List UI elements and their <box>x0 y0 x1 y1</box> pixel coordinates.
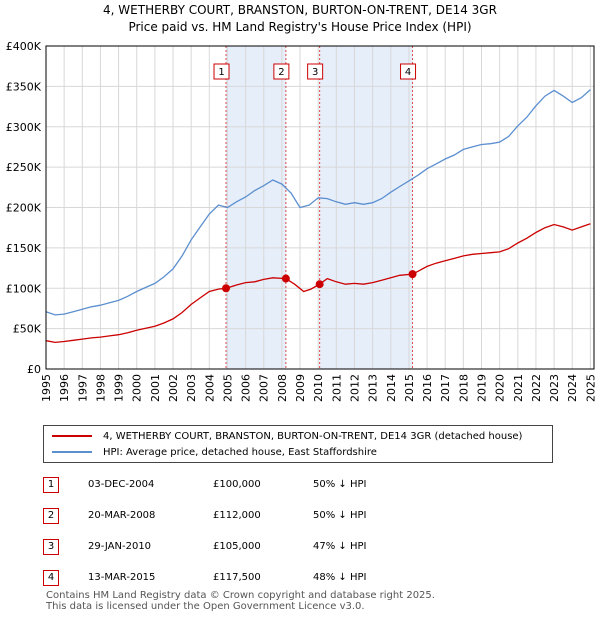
x-tick-label: 2011 <box>330 374 343 402</box>
y-tick-label: £300K <box>6 121 42 134</box>
legend: 4, WETHERBY COURT, BRANSTON, BURTON-ON-T… <box>43 425 553 463</box>
x-tick-label: 2018 <box>457 374 470 402</box>
sale-number-box <box>213 63 230 80</box>
x-tick-label: 1997 <box>76 374 89 402</box>
x-tick-label: 2005 <box>221 374 234 402</box>
sale-hpi-diff: 50% ↓ HPI <box>313 479 367 490</box>
sale-hpi-diff: 48% ↓ HPI <box>313 572 367 583</box>
y-tick-label: £50K <box>13 323 42 336</box>
sale-number-badge: 3 <box>43 538 59 555</box>
sale-vertical-lines <box>225 46 414 369</box>
x-tick-label: 2009 <box>294 374 307 402</box>
sale-point <box>281 274 290 283</box>
x-tick-label: 2010 <box>312 374 325 402</box>
x-tick-label: 2020 <box>494 374 507 402</box>
sale-date: 13-MAR-2015 <box>88 572 156 583</box>
x-tick-label: 2022 <box>530 374 543 402</box>
sale-date: 29-JAN-2010 <box>88 541 152 552</box>
plot-frame <box>45 45 595 370</box>
sale-number-label: 2 <box>278 67 284 78</box>
y-tick-label: £150K <box>6 242 42 255</box>
table-row: 3 29-JAN-2010 £105,000 47% ↓ HPI <box>43 531 366 562</box>
x-tick-label: 2000 <box>131 374 144 402</box>
table-row: 1 03-DEC-2004 £100,000 50% ↓ HPI <box>43 469 366 500</box>
x-tick-label: 2003 <box>185 374 198 402</box>
y-tick-label: £100K <box>6 282 42 295</box>
sale-price: £105,000 <box>213 541 261 552</box>
y-tick-label: £350K <box>6 80 42 93</box>
x-tick-label: 2007 <box>258 374 271 402</box>
y-axis-labels: £0 £50K £100K £150K £200K £250K £300K £350K £400… <box>6 40 42 376</box>
x-tick-label: 2001 <box>149 374 162 402</box>
legend-swatch-hpi <box>52 451 92 453</box>
x-tick-label: 2017 <box>439 374 452 402</box>
x-tick-label: 2025 <box>584 374 597 402</box>
price-chart: £0 £50K £100K £150K £200K £250K £300K £350K £400… <box>6 40 598 402</box>
table-row: 4 13-MAR-2015 £117,500 48% ↓ HPI <box>43 562 366 593</box>
y-tick-label: £200K <box>6 202 42 215</box>
sale-number-box <box>307 63 324 80</box>
sale-date: 20-MAR-2008 <box>88 510 156 521</box>
sale-point <box>222 284 231 293</box>
sale-price: £117,500 <box>213 572 261 583</box>
x-tick-label: 2004 <box>203 374 216 402</box>
sale-number-badge: 2 <box>43 507 59 524</box>
x-tick-label: 1999 <box>113 374 126 402</box>
sale-number-box <box>273 63 290 80</box>
legend-label-hpi: HPI: Average price, detached house, East… <box>103 446 377 458</box>
x-tick-label: 2002 <box>167 374 180 402</box>
x-tick-label: 2012 <box>348 374 361 402</box>
sale-number-label: 3 <box>312 67 318 78</box>
sale-price: £112,000 <box>213 510 261 521</box>
transactions-table: 1 03-DEC-2004 £100,000 50% ↓ HPI 2 20-MA… <box>43 469 366 593</box>
sale-number-badge: 4 <box>43 569 59 586</box>
x-tick-label: 2021 <box>512 374 525 402</box>
sale-price: £100,000 <box>213 479 261 490</box>
sale-markers: 1 2 3 4 <box>213 63 417 293</box>
x-tick-label: 2014 <box>385 374 398 402</box>
sale-point <box>408 270 417 279</box>
sale-number-label: 4 <box>405 67 411 78</box>
x-tick-label: 2006 <box>240 374 253 402</box>
x-tick-label: 2023 <box>548 374 561 402</box>
x-tick-label: 1998 <box>94 374 107 402</box>
y-tick-label: £250K <box>6 161 42 174</box>
sale-date: 03-DEC-2004 <box>88 479 155 490</box>
sale-number-box <box>400 63 417 80</box>
x-tick-label: 1996 <box>58 374 71 402</box>
hpi-line <box>45 89 591 316</box>
sale-number-badge: 1 <box>43 476 59 493</box>
x-tick-label: 1995 <box>40 374 53 402</box>
y-tick-label: £400K <box>6 40 42 53</box>
x-tick-label: 2008 <box>276 374 289 402</box>
legend-swatch-property <box>52 435 92 437</box>
sale-point <box>315 280 324 289</box>
sale-hpi-diff: 47% ↓ HPI <box>313 541 367 552</box>
y-tick-label: £0 <box>27 363 41 376</box>
sale-hpi-diff: 50% ↓ HPI <box>313 510 367 521</box>
x-tick-label: 2013 <box>367 374 380 402</box>
x-tick-label: 2016 <box>421 374 434 402</box>
x-tick-label: 2015 <box>403 374 416 402</box>
legend-item-property: 4, WETHERBY COURT, BRANSTON, BURTON-ON-T… <box>52 428 522 444</box>
legend-item-hpi: HPI: Average price, detached house, East… <box>52 444 377 460</box>
footer: Contains HM Land Registry data © Crown c… <box>46 590 435 612</box>
x-tick-label: 2024 <box>566 374 579 402</box>
chart-subtitle: Price paid vs. HM Land Registry's House … <box>128 20 472 34</box>
chart-title: 4, WETHERBY COURT, BRANSTON, BURTON-ON-T… <box>103 3 497 17</box>
x-tick-label: 2019 <box>475 374 488 402</box>
sale-number-label: 1 <box>218 67 224 78</box>
table-row: 2 20-MAR-2008 £112,000 50% ↓ HPI <box>43 500 366 531</box>
x-axis-labels: 1995 1996 1997 1998 1999 2000 2001 2002 2003 2004… <box>40 374 597 402</box>
legend-label-property: 4, WETHERBY COURT, BRANSTON, BURTON-ON-T… <box>103 430 523 442</box>
footer-licence: This data is licensed under the Open Gov… <box>46 601 365 612</box>
footer-copyright: Contains HM Land Registry data © Crown c… <box>46 590 435 601</box>
